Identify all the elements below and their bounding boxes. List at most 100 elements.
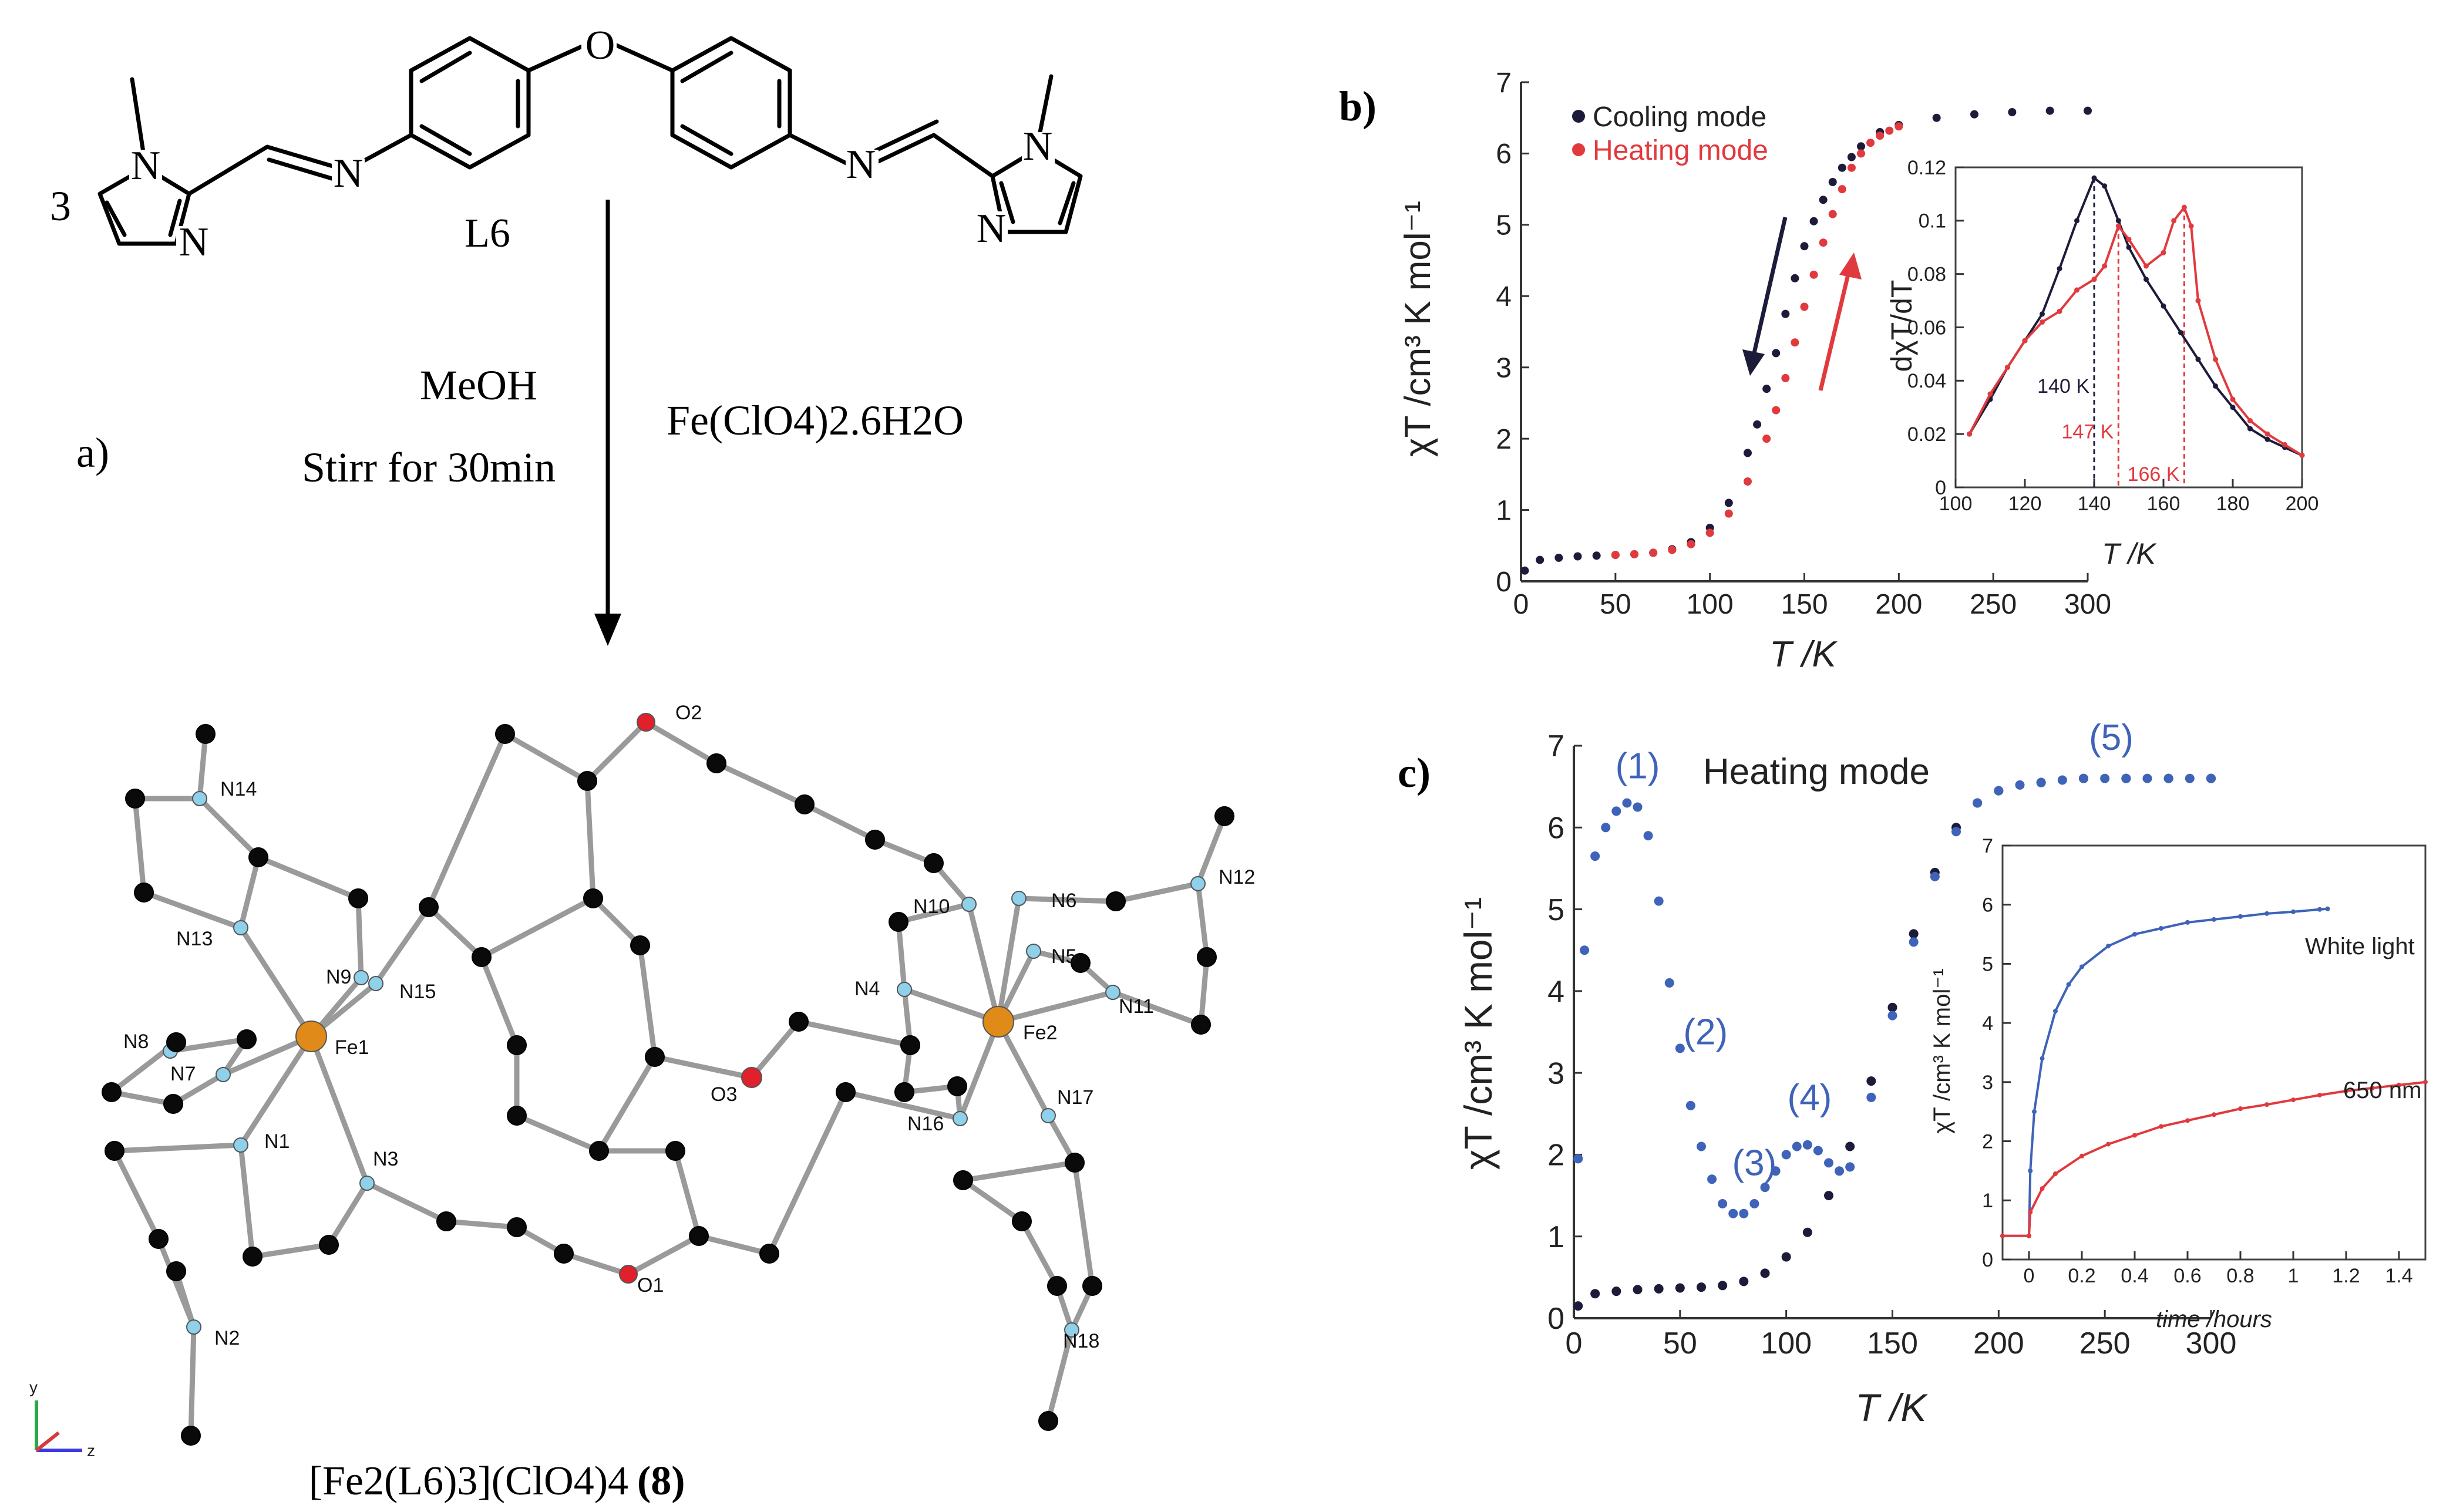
data-point xyxy=(1654,1284,1664,1294)
bond xyxy=(960,1160,1078,1183)
data-point xyxy=(1930,871,1940,881)
x-tick-label: 200 xyxy=(1875,589,1922,620)
carbon-atom xyxy=(894,1082,914,1102)
atom-label: Fe2 xyxy=(1023,1022,1058,1044)
atom-label: O1 xyxy=(637,1274,664,1297)
data-point xyxy=(1885,126,1894,135)
bond xyxy=(250,1242,332,1260)
y-tick-label: 0.06 xyxy=(1907,316,1946,339)
panel-label-a: a) xyxy=(76,429,109,476)
atom-label: N5 xyxy=(1051,945,1076,968)
carbon-atom xyxy=(689,1226,709,1246)
data-point xyxy=(1685,1100,1695,1110)
legend-b: Cooling mode Heating mode xyxy=(1572,102,1768,166)
data-point xyxy=(2066,982,2071,987)
bond xyxy=(426,904,484,960)
atom-label: N4 xyxy=(854,978,880,1000)
y-tick-label: 0 xyxy=(1935,477,1946,499)
y-tick-label: 5 xyxy=(1982,953,1993,975)
data-point xyxy=(1781,1252,1791,1262)
x-tick-label: 0 xyxy=(1566,1326,1583,1361)
atom-label: Fe1 xyxy=(335,1036,369,1059)
carbon-atom xyxy=(166,1032,186,1052)
carbon-atom xyxy=(1038,1411,1058,1431)
reaction-arrowhead xyxy=(594,614,621,646)
y-axis-label: χT /cm³ K mol⁻¹ xyxy=(1398,201,1438,457)
data-point xyxy=(2084,106,2092,115)
atom-label: N7 xyxy=(170,1063,196,1085)
carbon-atom xyxy=(166,1261,186,1281)
data-point xyxy=(2212,1112,2216,1117)
y-tick-label: 3 xyxy=(1496,353,1512,384)
carbon-atom xyxy=(900,1035,920,1055)
data-point xyxy=(1760,1268,1770,1278)
bond xyxy=(957,1019,1001,1122)
data-point xyxy=(2423,1079,2428,1085)
data-point xyxy=(1791,274,1799,282)
data-point xyxy=(2057,266,2062,272)
data-point xyxy=(2142,773,2152,783)
bond xyxy=(1019,1218,1060,1289)
data-point xyxy=(1724,509,1733,518)
legend-label-heating: Heating mode xyxy=(1593,135,1768,166)
chart-c-inset: 0 0.2 0.4 0.6 0.8 1 1.2 1.4 0 1 2 3 4 5 6 7 time /hours χ… xyxy=(1929,835,2428,1332)
data-point xyxy=(2185,773,2195,783)
bond xyxy=(995,895,1022,1025)
data-point xyxy=(1838,185,1846,194)
bond xyxy=(1045,1327,1075,1424)
y-tick-label: 5 xyxy=(1496,210,1512,241)
data-point xyxy=(2040,1056,2045,1061)
carbon-atom xyxy=(865,830,885,850)
bond xyxy=(643,719,719,766)
data-point xyxy=(1987,391,1993,397)
y-tick-label: 1 xyxy=(1547,1220,1564,1254)
data-point xyxy=(2079,1153,2084,1159)
data-point xyxy=(2045,106,2054,115)
bond xyxy=(502,731,590,784)
nitrogen-atom xyxy=(233,1137,248,1153)
data-point xyxy=(2171,218,2177,224)
carbon-atom xyxy=(243,1247,263,1267)
data-point xyxy=(2022,338,2028,344)
x-tick-label: 120 xyxy=(2008,493,2042,515)
y-tick-label: 5 xyxy=(1547,893,1564,927)
data-point xyxy=(1909,929,1919,939)
y-tick-label: 2 xyxy=(1982,1130,1993,1153)
carbon-atom xyxy=(795,794,815,814)
panel-a: N N N O N N N 3 L6 MeOH Stirr for 30min … xyxy=(29,23,1255,1504)
stoichiometry-coefficient: 3 xyxy=(50,183,71,230)
bond xyxy=(960,1177,1025,1224)
data-point xyxy=(1847,163,1856,172)
bond xyxy=(112,1148,161,1242)
carbon-atom xyxy=(507,1217,527,1237)
bond xyxy=(637,942,658,1060)
bond xyxy=(584,719,649,784)
data-point xyxy=(1760,1183,1770,1193)
atom-label: O3 xyxy=(711,1083,737,1106)
iron-atom xyxy=(982,1006,1014,1038)
carbon-atom xyxy=(237,1029,257,1049)
bond xyxy=(1072,1160,1095,1289)
legend-marker-heating xyxy=(1572,143,1585,156)
stage-label: (3) xyxy=(1732,1143,1777,1183)
bond xyxy=(364,1180,449,1224)
data-point xyxy=(1697,1141,1706,1151)
carbon-atom xyxy=(1071,953,1091,973)
atom-label: N9 xyxy=(326,966,351,988)
carbon-atom xyxy=(1065,1153,1085,1173)
x-tick-label: 300 xyxy=(2064,589,2111,620)
y-tick-label: 0.12 xyxy=(1907,157,1946,179)
y-tick-label: 7 xyxy=(1547,729,1564,763)
atom-n: N xyxy=(977,206,1007,251)
carbon-atom xyxy=(1106,891,1126,911)
carbon-atom xyxy=(1197,947,1217,967)
data-point xyxy=(2074,218,2079,224)
data-point xyxy=(1847,153,1856,161)
bond xyxy=(479,954,520,1048)
data-point xyxy=(1824,1191,1833,1201)
heating-arrowhead xyxy=(1839,252,1862,279)
bond xyxy=(872,837,937,866)
data-point xyxy=(1813,1146,1823,1156)
atom-label: N2 xyxy=(214,1327,240,1349)
x-axis-label: T /K xyxy=(1769,634,1838,675)
